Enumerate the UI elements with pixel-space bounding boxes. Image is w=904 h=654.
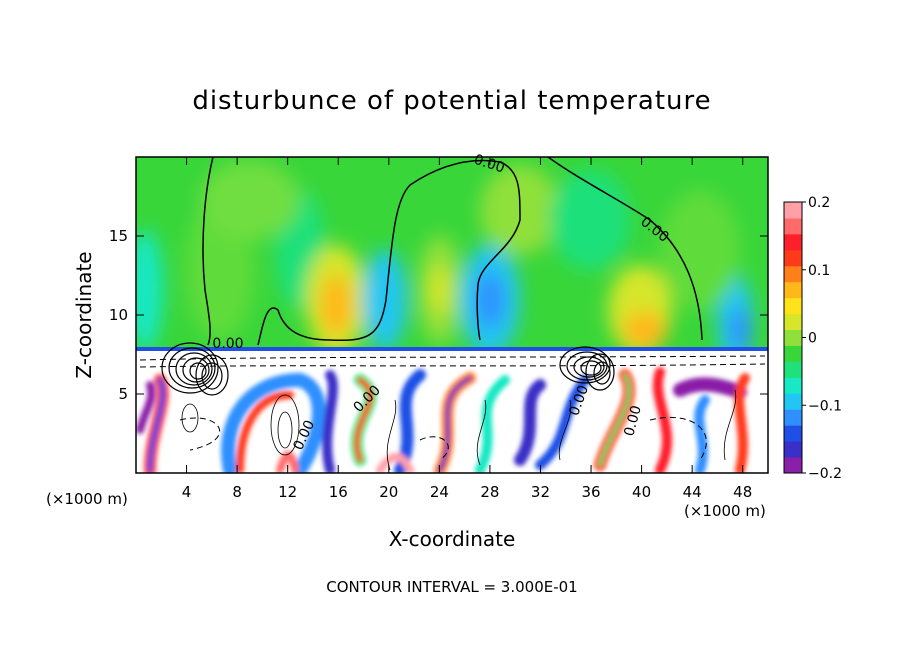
x-tick-label: 4 <box>182 483 192 501</box>
colorbar-swatch <box>784 441 802 458</box>
y-tick-label: 15 <box>109 227 128 245</box>
x-tick-label: 40 <box>632 483 651 501</box>
y-tick-label: 10 <box>109 306 128 324</box>
y-tick-label: 5 <box>118 385 128 403</box>
x-tick-label: 48 <box>733 483 752 501</box>
colorbar-swatch <box>784 281 802 299</box>
chart-title: disturbunce of potential temperature <box>192 86 712 116</box>
colorbar-swatch <box>784 297 802 315</box>
x-tick-label: 44 <box>683 483 702 501</box>
colorbar-swatch <box>784 425 802 442</box>
x-tick-label: 24 <box>430 483 449 501</box>
x-axis-title: X-coordinate <box>388 527 516 551</box>
x-tick-label: 36 <box>581 483 600 501</box>
colorbar-label: 0.2 <box>808 195 830 211</box>
x-unit-label-left: (×1000 m) <box>46 490 128 508</box>
x-tick-label: 20 <box>379 483 398 501</box>
colorbar-swatch <box>784 457 802 474</box>
contour-interval-note: CONTOUR INTERVAL = 3.000E-01 <box>326 578 578 596</box>
colorbar-label: 0.1 <box>808 263 830 279</box>
colorbar-label: −0.1 <box>808 398 842 414</box>
colorbar-swatch <box>784 361 802 378</box>
colorbar-label: 0 <box>808 331 817 347</box>
colorbar-swatch <box>784 409 802 426</box>
x-tick-label: 32 <box>531 483 550 501</box>
zero-contours <box>202 157 703 346</box>
x-tick-label: 28 <box>480 483 499 501</box>
colorbar-swatch <box>784 217 802 235</box>
contour-label: 0.00 <box>212 336 243 352</box>
x-tick-label: 16 <box>329 483 348 501</box>
colorbar-swatch <box>784 202 802 219</box>
colorbar-swatch <box>784 377 802 394</box>
colorbar-swatch <box>784 313 802 331</box>
colorbar-swatch <box>784 233 802 251</box>
colorbar-swatch <box>784 345 802 362</box>
colorbar-swatch <box>784 329 802 346</box>
contour-label: 0.00 <box>621 404 645 438</box>
x-tick-label: 8 <box>232 483 242 501</box>
colorbar-swatch <box>784 393 802 410</box>
colorbar-swatch <box>784 265 802 283</box>
heatmap-field <box>136 157 768 473</box>
colorbar-label: −0.2 <box>808 466 842 482</box>
x-tick-label: 12 <box>278 483 297 501</box>
vortex-cluster <box>161 342 615 396</box>
x-unit-label-right: (×1000 m) <box>684 502 766 520</box>
colorbar-swatch <box>784 249 802 267</box>
y-axis-title: Z-coordinate <box>72 251 96 379</box>
